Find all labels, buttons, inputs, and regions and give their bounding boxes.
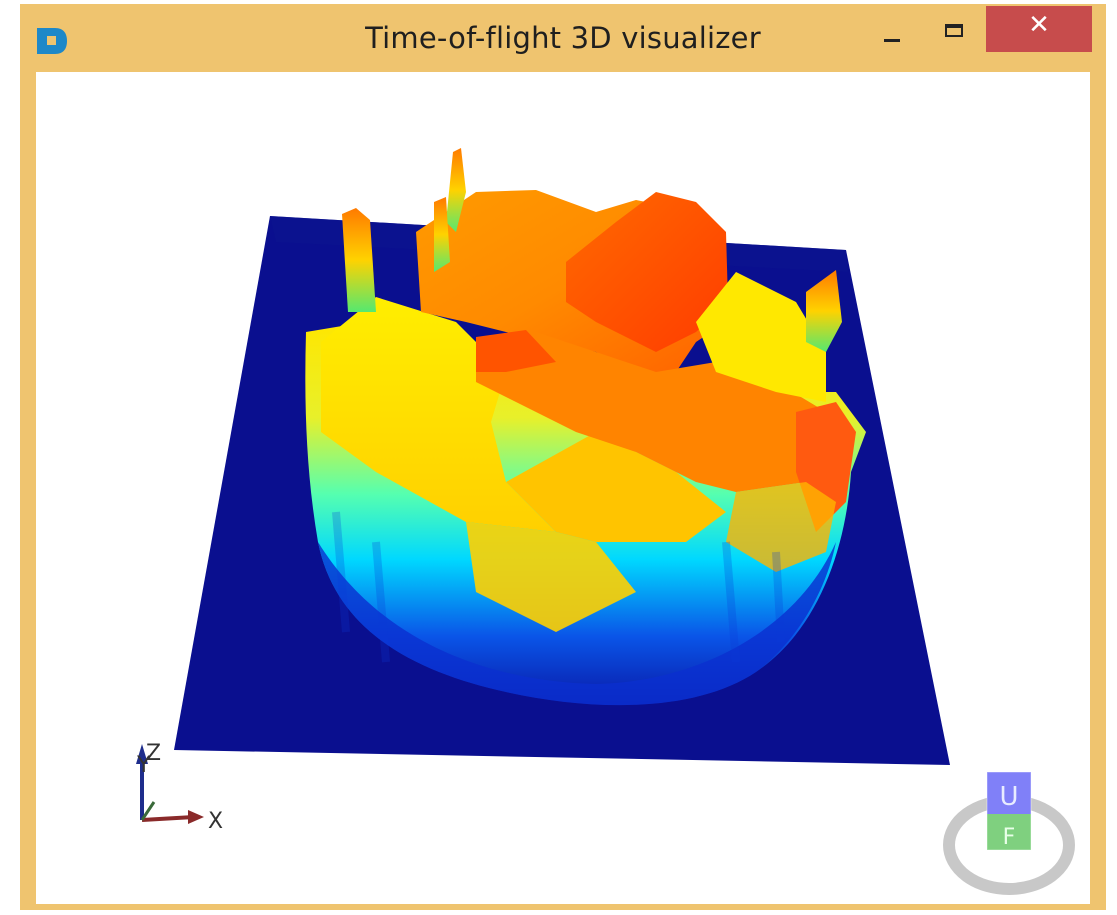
app-window: Time-of-flight 3D visualizer ✕ [20, 4, 1106, 910]
maximize-button[interactable] [926, 6, 986, 52]
minimize-button[interactable] [866, 6, 926, 52]
view-cube-up-face[interactable]: U [999, 782, 1018, 812]
depth-surface-render: Z Y X U F [36, 72, 1090, 904]
close-icon: ✕ [986, 10, 1092, 40]
title-bar[interactable]: Time-of-flight 3D visualizer ✕ [20, 4, 1106, 72]
axis-label-y: Y [136, 753, 151, 778]
view-cube-front-face[interactable]: F [1003, 825, 1016, 850]
minimize-icon [884, 39, 900, 42]
maximize-icon [945, 24, 963, 37]
axis-label-x: X [208, 809, 223, 834]
close-button[interactable]: ✕ [986, 6, 1092, 52]
3d-viewport[interactable]: Z Y X U F [36, 72, 1090, 904]
